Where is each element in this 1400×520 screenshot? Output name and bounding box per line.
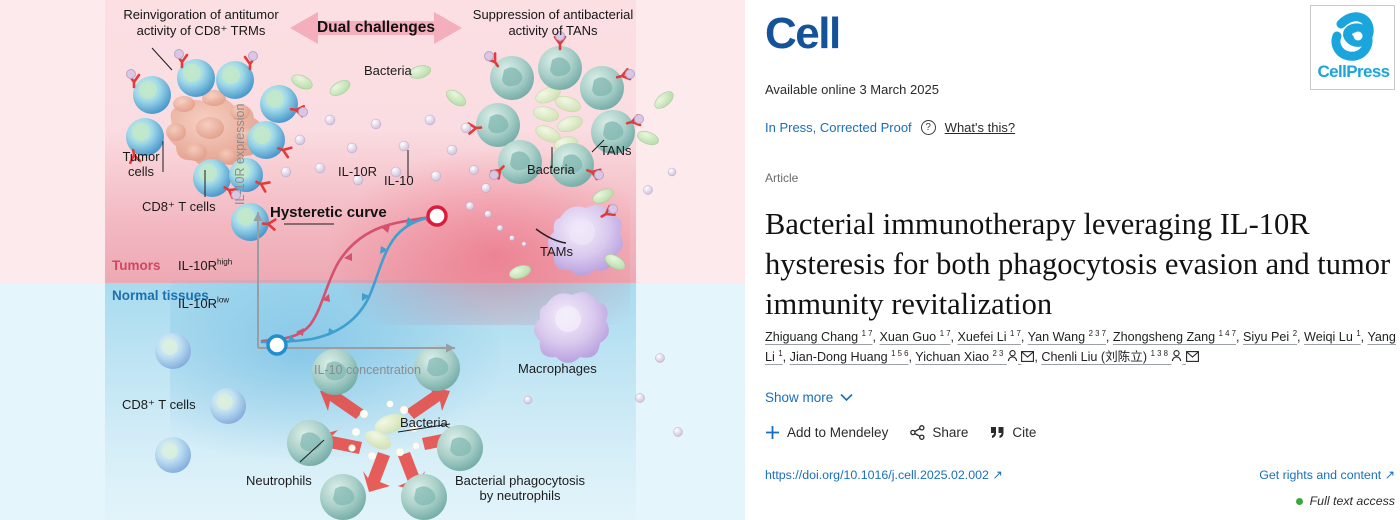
high-state-marker [426, 205, 448, 227]
article-actions: Add to Mendeley Share Cite [765, 425, 1036, 440]
chart-x-axis-label: IL-10 concentration [314, 363, 422, 377]
cite-label: Cite [1012, 425, 1037, 440]
author-item[interactable]: Siyu Pei 2 [1243, 328, 1298, 344]
author-item[interactable]: Xuefei Li 1 7 [957, 328, 1021, 344]
tam-cell [535, 204, 623, 276]
label-macrophages: Macrophages [518, 361, 597, 376]
label-cd8-t-cells-top: CD8⁺ T cells [142, 199, 216, 214]
author-item[interactable]: Chenli Liu (刘陈立) 1 3 8 [1041, 350, 1199, 364]
author-item[interactable]: Weiqi Lu 1 [1304, 328, 1361, 344]
free-bacteria [291, 65, 674, 279]
dual-challenges-arrow-area: Dual challenges [288, 8, 464, 48]
label-neutrophils: Neutrophils [246, 473, 312, 488]
show-more-button[interactable]: Show more [765, 390, 853, 405]
hysteresis-plot [253, 205, 455, 356]
journal-logo[interactable]: Cell [765, 9, 841, 58]
bottom-callout-lines [299, 423, 451, 463]
low-state-marker [266, 334, 288, 356]
article-panel: Cell CellPress Available online 3 March … [745, 0, 1400, 520]
get-rights-and-content-link[interactable]: Get rights and content ↗ [1259, 467, 1395, 482]
dual-challenges-arrow [290, 12, 462, 44]
quote-icon [991, 427, 1004, 438]
author-email-icon[interactable] [1185, 348, 1199, 368]
rights-label: Get rights and content [1259, 468, 1382, 482]
page-title: Bacterial immunotherapy leveraging IL-10… [765, 207, 1391, 322]
macrophage-cell [534, 292, 609, 363]
publication-status-link[interactable]: In Press, Corrected Proof [765, 120, 912, 135]
chevron-down-icon [840, 393, 853, 402]
tan-cells [467, 31, 644, 187]
add-to-mendeley-label: Add to Mendeley [787, 425, 889, 440]
neutrophil-cells [287, 345, 483, 520]
show-more-label: Show more [765, 390, 834, 405]
doi-text: https://doi.org/10.1016/j.cell.2025.02.0… [765, 468, 989, 482]
external-link-icon: ↗ [1384, 468, 1395, 482]
cellpress-mark-icon [1331, 12, 1374, 61]
cd8-t-cell-il10r-callout [231, 203, 277, 241]
cite-button[interactable]: Cite [990, 425, 1036, 440]
author-item[interactable]: Yichuan Xiao 2 3 [915, 350, 1035, 364]
label-bacteria-top: Bacteria [364, 63, 412, 78]
label-il10: IL-10 [384, 173, 414, 188]
band-value-normal: IL-10Rlow [178, 295, 230, 311]
band-label-normal: Normal tissues [112, 288, 209, 303]
banner-left-label: Reinvigoration of antitumor activity of … [123, 7, 279, 39]
share-button[interactable]: Share [910, 425, 968, 440]
il10-molecules [280, 114, 683, 437]
external-link-icon: ↗ [992, 468, 1003, 482]
author-item[interactable]: Jian-Dong Huang 1 5 6 [789, 349, 909, 365]
banner-right-label: Suppression of antibacterial activity of… [472, 7, 634, 39]
author-list: Zhiguang Chang 1 7, Xuan Guo 1 7, Xuefei… [765, 327, 1397, 369]
label-bacteria-bottom: Bacteria [400, 415, 448, 430]
whats-this-link[interactable]: What's this? [944, 120, 1016, 135]
curve-descending-arrows [288, 217, 414, 343]
share-icon [910, 425, 925, 440]
callout-lines [151, 47, 605, 225]
label-tans: TANs [600, 143, 632, 158]
plus-icon [766, 426, 779, 439]
label-phagocytosis: Bacterial phagocytosis by neutrophils [454, 473, 586, 503]
graphical-abstract[interactable]: Reinvigoration of antitumor activity of … [0, 0, 745, 520]
share-label: Share [932, 425, 969, 440]
author-item[interactable]: Zhongsheng Zang 1 4 7 [1112, 328, 1236, 344]
access-status-label: Full text access [1309, 494, 1395, 508]
question-mark-icon[interactable]: ? [920, 120, 936, 135]
access-status-dot-icon [1295, 497, 1303, 505]
curve-descending [260, 213, 448, 344]
author-email-icon[interactable] [1021, 348, 1035, 368]
content-type-label: Article [765, 171, 799, 185]
abstract-text-layer: Reinvigoration of antitumor activity of … [112, 7, 634, 503]
band-value-tumors: IL-10Rhigh [178, 257, 233, 273]
author-item[interactable]: Yang Li 1 [765, 330, 1396, 365]
chart-title: Hysteretic curve [270, 204, 387, 221]
label-bacteria-right: Bacteria [527, 162, 575, 177]
author-item[interactable]: Yan Wang 2 3 7 [1027, 328, 1106, 344]
available-online-text: Available online 3 March 2025 [765, 82, 939, 97]
add-to-mendeley-button[interactable]: Add to Mendeley [765, 425, 888, 440]
dual-challenges-label: Dual challenges [316, 19, 435, 36]
phagocytosed-bacteria [348, 400, 420, 461]
band-label-tumors: Tumors [112, 258, 161, 273]
label-tams: TAMs [540, 244, 573, 259]
cd8-t-cells-tumor [126, 49, 308, 241]
tan-cluster [467, 31, 644, 187]
doi-link[interactable]: https://doi.org/10.1016/j.cell.2025.02.0… [765, 467, 1003, 482]
label-tumor-cells: Tumor cells [122, 149, 160, 179]
label-cd8-t-cells-bottom: CD8⁺ T cells [122, 397, 196, 412]
author-item[interactable]: Zhiguang Chang 1 7 [765, 328, 873, 344]
cd8-t-cells-normal [155, 333, 246, 473]
access-status: Full text access [1295, 494, 1395, 508]
abstract-artwork [126, 12, 683, 520]
label-il10r: IL-10R [338, 164, 378, 179]
author-profile-icon[interactable] [1007, 348, 1018, 368]
cellpress-logo[interactable]: CellPress [1310, 5, 1395, 90]
author-profile-icon[interactable] [1171, 348, 1182, 368]
cellpress-wordmark: CellPress [1317, 62, 1390, 81]
chart-y-axis-label: IL-10R expression [233, 103, 247, 205]
author-item[interactable]: Xuan Guo 1 7 [879, 328, 951, 344]
publication-status-row: In Press, Corrected Proof ? What's this? [765, 120, 1015, 135]
tumor-cell-mass [166, 90, 263, 167]
